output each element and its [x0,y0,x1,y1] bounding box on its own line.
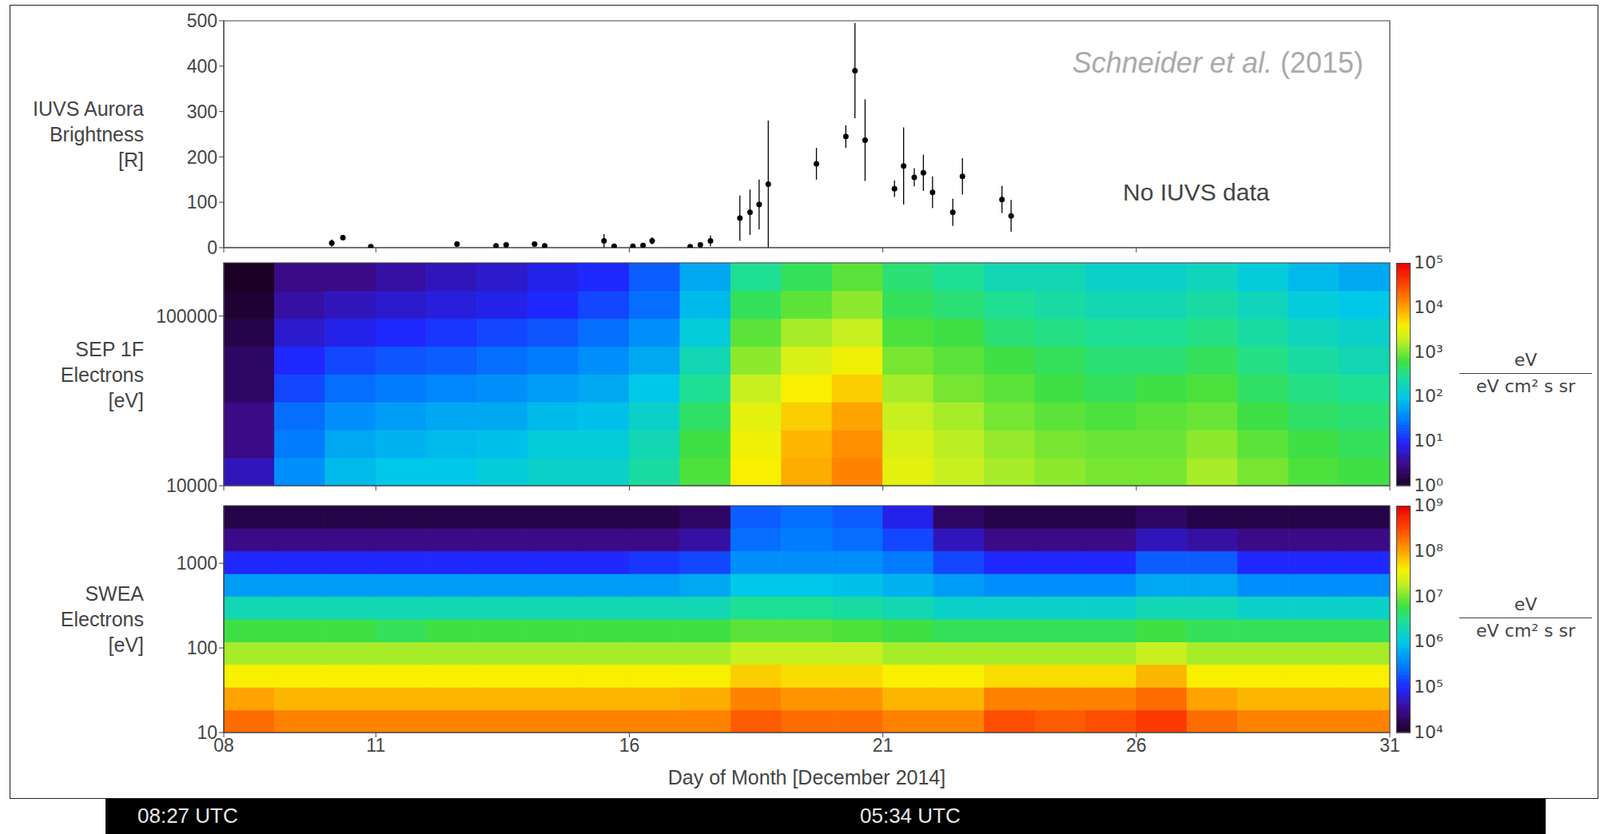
html-text:10³: 10³ [1413,341,1444,362]
html-text:eV cm² s sr: eV cm² s sr [1476,376,1576,397]
svg-text:100: 100 [187,191,218,213]
html-text:Electrons: Electrons [60,363,144,386]
html-text:Brightness: Brightness [49,123,144,146]
svg-text:10: 10 [196,722,218,744]
html-text:10⁶: 10⁶ [1413,631,1444,652]
html-text:10⁹: 10⁹ [1413,495,1444,516]
html-text:[eV]: [eV] [108,388,144,412]
svg-text:400: 400 [187,55,218,77]
html-text:[eV]: [eV] [108,633,144,657]
svg-text:10000: 10000 [166,475,218,497]
html-text:Day of Month [December 2014]: Day of Month [December 2014] [667,766,946,789]
svg-text:100: 100 [187,637,218,659]
html-text:10⁰: 10⁰ [1413,475,1444,496]
html-text:08:27 UTC: 08:27 UTC [137,803,238,828]
svg-text:21: 21 [872,735,894,757]
svg-text:26: 26 [1126,735,1147,757]
html-text:eV: eV [1514,594,1538,615]
html-text:Electrons: Electrons [60,608,144,631]
html-text:eV cm² s sr: eV cm² s sr [1476,620,1576,641]
svg-text:500: 500 [187,10,218,32]
svg-text:11: 11 [366,735,386,757]
html-text:[R]: [R] [118,148,144,172]
svg-text:31: 31 [1379,735,1401,757]
html-text:No IUVS data: No IUVS data [1122,179,1270,206]
html-text:10⁵: 10⁵ [1413,252,1444,273]
html-text:Schneider et al. (2015): Schneider et al. (2015) [1072,46,1364,80]
svg-text:200: 200 [187,147,218,168]
svg-text:0: 0 [206,237,218,259]
svg-text:16: 16 [619,735,641,757]
html-text:SEP 1F: SEP 1F [75,337,144,361]
html-text:10⁸: 10⁸ [1413,540,1444,561]
html-text:10⁴: 10⁴ [1413,722,1444,743]
html-text:IUVS Aurora: IUVS Aurora [32,97,144,120]
html-text:10⁷: 10⁷ [1413,586,1444,607]
svg-text:100000: 100000 [155,306,218,327]
html-text:eV: eV [1514,349,1538,370]
html-text:10²: 10² [1413,386,1444,407]
html-text:10⁴: 10⁴ [1413,297,1444,318]
svg-text:300: 300 [187,101,218,123]
svg-text:08: 08 [213,735,235,757]
html-text:05:34 UTC: 05:34 UTC [859,803,961,828]
html-text:10¹: 10¹ [1413,430,1444,451]
html-text:10⁵: 10⁵ [1413,677,1444,698]
html-text:SWEA: SWEA [85,582,144,605]
svg-text:1000: 1000 [176,553,218,574]
